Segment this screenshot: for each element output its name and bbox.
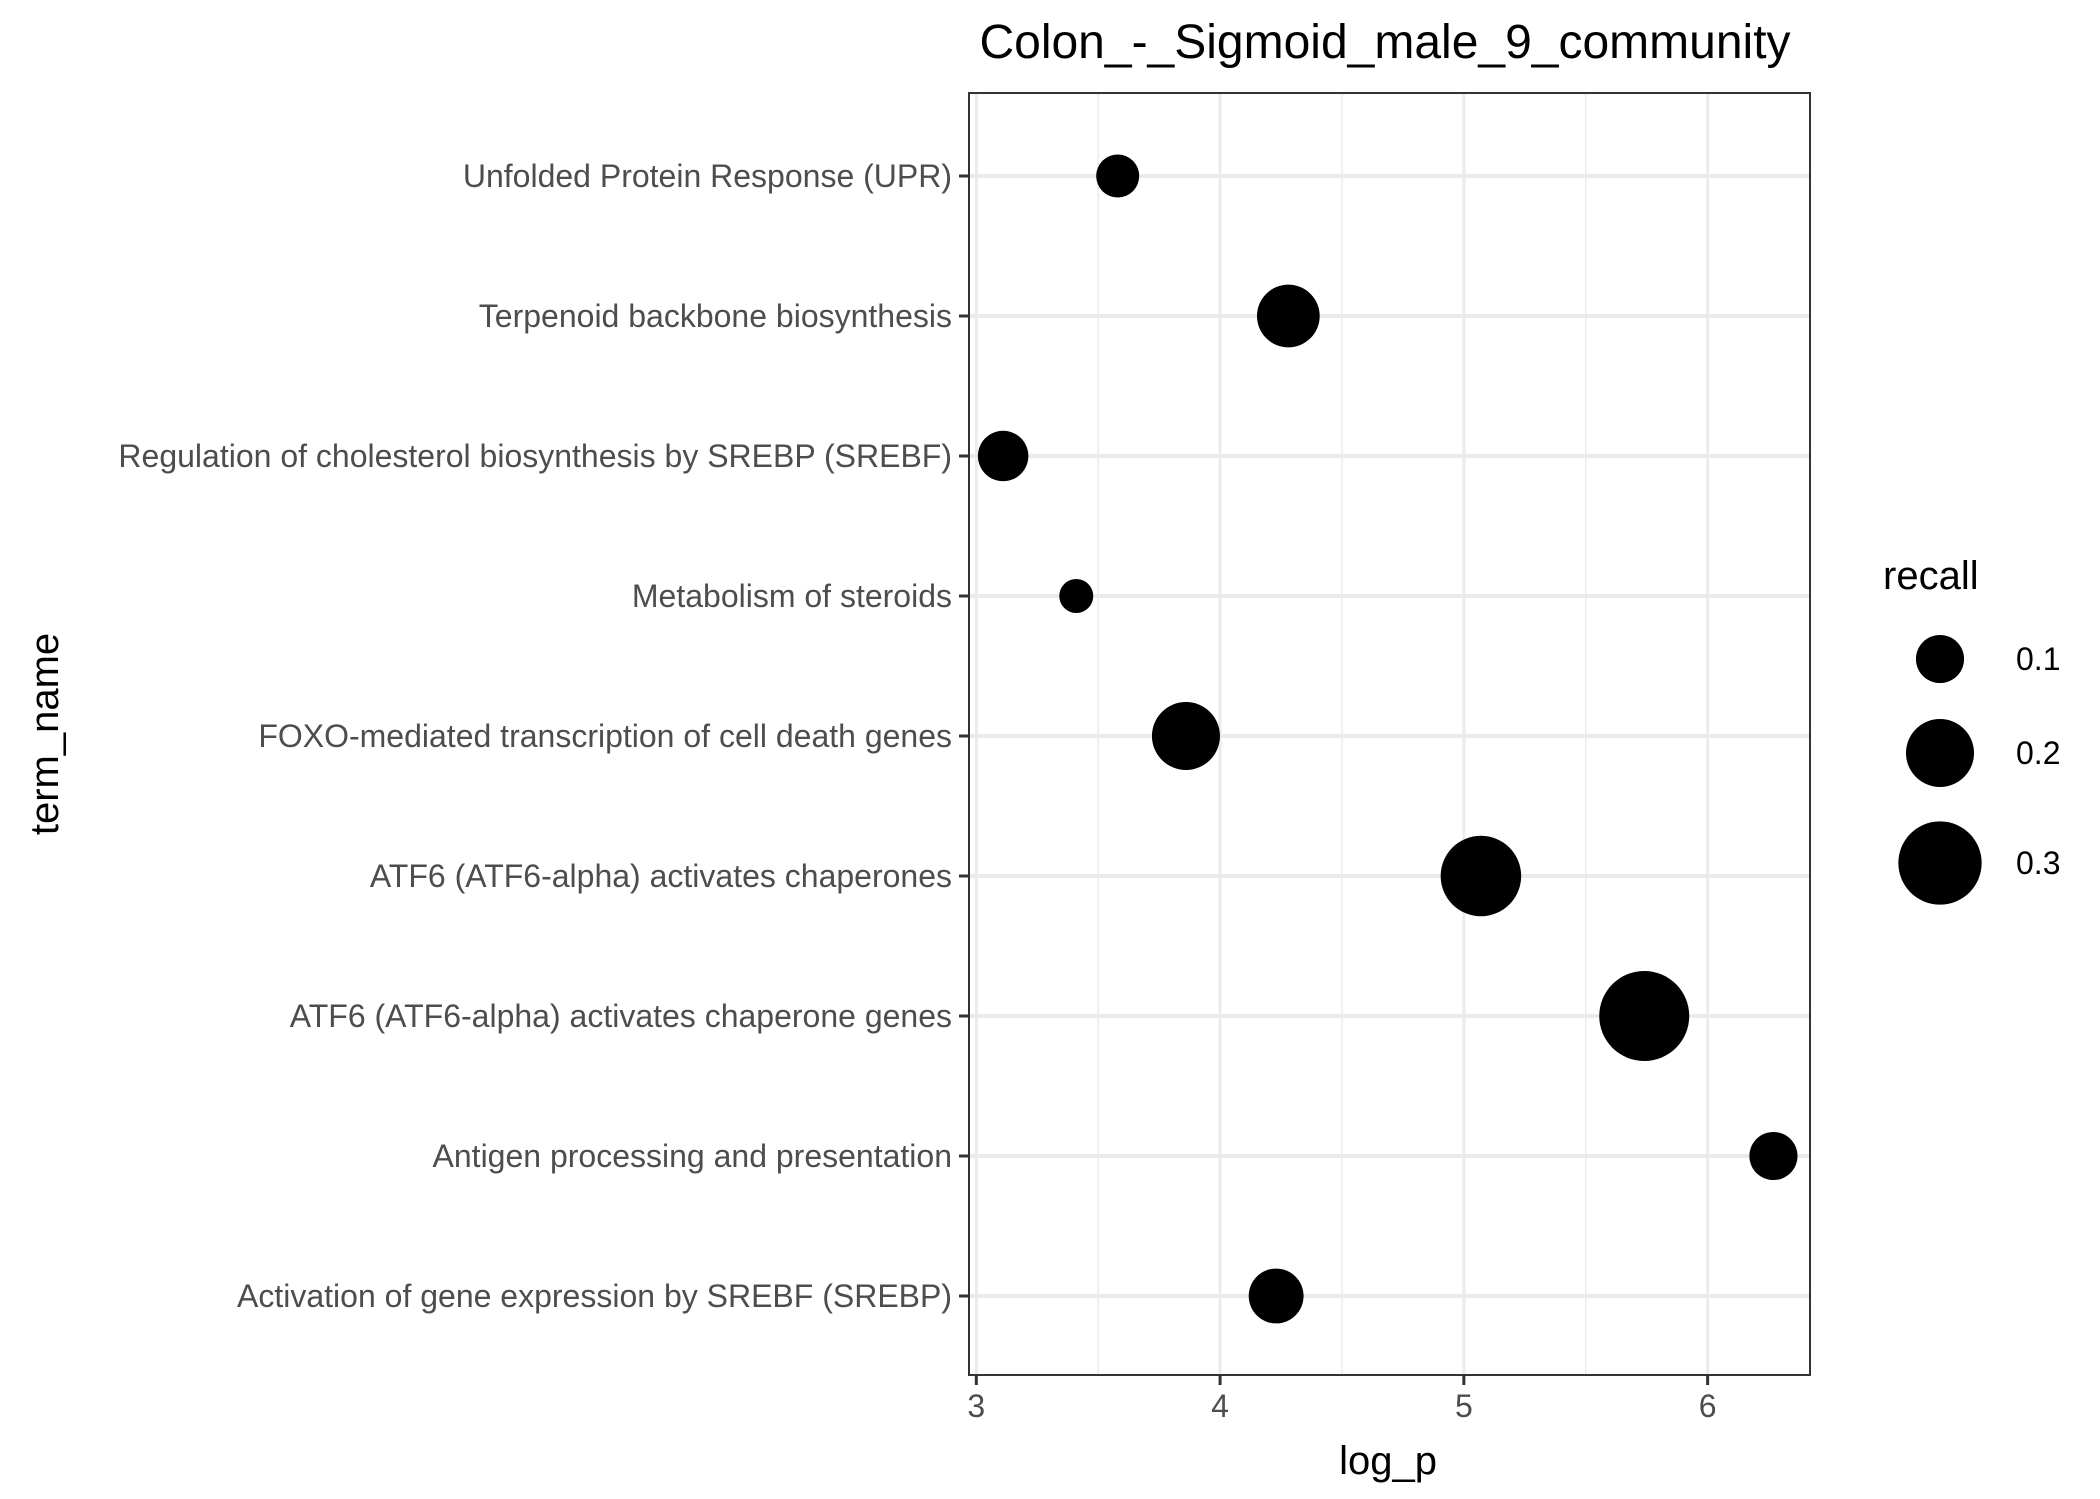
data-point bbox=[977, 430, 1029, 482]
y-axis: Unfolded Protein Response (UPR) Terpenoid… bbox=[118, 158, 969, 1314]
x-tick-label: 3 bbox=[967, 1388, 985, 1424]
y-tick-label: Unfolded Protein Response (UPR) bbox=[463, 158, 952, 194]
data-point bbox=[1256, 284, 1320, 348]
y-tick-label: FOXO-mediated transcription of cell deat… bbox=[258, 718, 952, 754]
data-point bbox=[1151, 701, 1220, 771]
legend-label: 0.3 bbox=[2016, 845, 2060, 881]
legend-title: recall bbox=[1883, 554, 1979, 598]
data-point bbox=[1749, 1131, 1798, 1181]
legend-label: 0.2 bbox=[2016, 735, 2060, 771]
x-tick-label: 5 bbox=[1455, 1388, 1473, 1424]
x-tick-label: 4 bbox=[1211, 1388, 1229, 1424]
y-tick-label: ATF6 (ATF6-alpha) activates chaperones bbox=[370, 858, 952, 894]
plot-panel bbox=[968, 92, 1811, 1376]
size-legend: recall 0.1 0.2 0.3 bbox=[1883, 554, 2060, 905]
legend-label: 0.1 bbox=[2016, 641, 2060, 677]
x-axis: 3 4 5 6 bbox=[967, 1375, 1717, 1424]
y-tick-label: Terpenoid backbone biosynthesis bbox=[479, 298, 952, 334]
chart-title: Colon_-_Sigmoid_male_9_community bbox=[979, 16, 1790, 69]
grid-layer bbox=[969, 93, 1810, 1375]
points-layer bbox=[977, 154, 1798, 1324]
legend-key bbox=[1898, 821, 1982, 905]
legend-key bbox=[1905, 718, 1975, 788]
x-tick-label: 6 bbox=[1699, 1388, 1717, 1424]
data-point bbox=[1248, 1268, 1304, 1324]
y-tick-label: Activation of gene expression by SREBF (… bbox=[237, 1278, 952, 1314]
y-axis-title: term_name bbox=[23, 633, 67, 835]
y-tick-label: Regulation of cholesterol biosynthesis b… bbox=[118, 438, 952, 474]
legend-key bbox=[1915, 634, 1965, 684]
data-point bbox=[1599, 971, 1690, 1061]
x-axis-title: log_p bbox=[1339, 1439, 1437, 1483]
y-tick-label: ATF6 (ATF6-alpha) activates chaperone ge… bbox=[290, 998, 952, 1034]
y-tick-label: Antigen processing and presentation bbox=[433, 1138, 952, 1174]
data-point bbox=[1096, 154, 1140, 198]
data-point bbox=[1059, 578, 1094, 614]
y-tick-label: Metabolism of steroids bbox=[632, 578, 952, 614]
data-point bbox=[1440, 835, 1522, 917]
